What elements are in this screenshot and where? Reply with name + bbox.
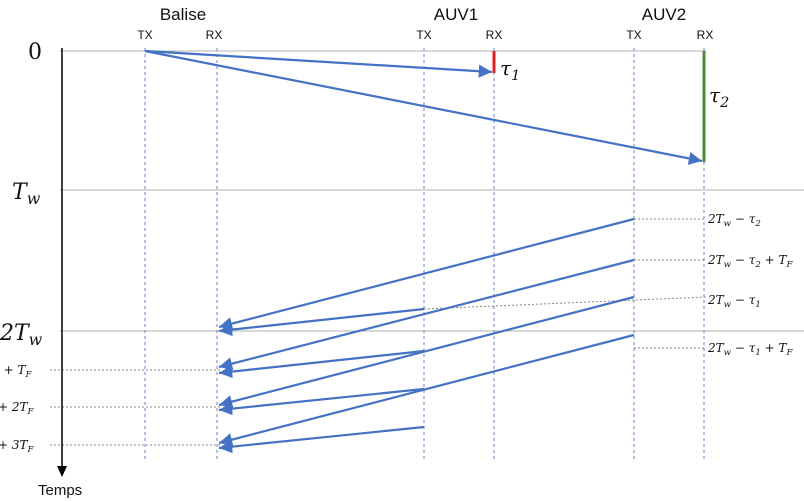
right-label-r3: 2Tw − τ1 — [707, 293, 761, 310]
col-label-auv2-tx: TX — [626, 28, 641, 42]
time-label-2tw: 2Tw — [0, 321, 43, 349]
time-label-tw: Tw — [12, 180, 41, 208]
signal-arrows — [144, 49, 703, 454]
ref-line-r3 — [423, 296, 707, 310]
lanes — [144, 48, 705, 460]
arrow-auv2-reply-4 — [218, 333, 635, 447]
time-label-2tw-3tf: + 3TF — [0, 438, 35, 455]
arrow-balise-to-auv2 — [144, 49, 703, 165]
time-axis-arrowhead — [57, 466, 67, 477]
col-label-auv2-rx: RX — [697, 28, 714, 42]
arrow-auv2-reply-3 — [218, 295, 635, 409]
col-label-balise-tx: TX — [137, 28, 152, 42]
tau2-label: τ2 — [709, 83, 729, 111]
time-label-2tw-2tf: + 2TF — [0, 400, 35, 417]
tau1-label: τ1 — [500, 56, 520, 84]
arrow-auv1-reply-2 — [218, 349, 425, 379]
right-label-r4: 2Tw − τ1 + TF — [707, 341, 794, 358]
time-axis-title: Temps — [38, 482, 82, 499]
time-label-2tw-tf: , + TF — [0, 363, 33, 380]
arrow-auv1-reply-3 — [218, 387, 425, 416]
col-label-auv1-tx: TX — [416, 28, 431, 42]
node-title-auv1: AUV1 — [434, 5, 478, 24]
right-label-r1: 2Tw − τ2 — [707, 212, 761, 229]
arrow-auv2-reply-1 — [218, 217, 635, 331]
arrow-auv1-reply-1 — [218, 307, 425, 337]
right-label-r2: 2Tw − τ2 + TF — [707, 253, 794, 270]
time-label-zero: 0 — [28, 40, 42, 65]
arrow-auv1-reply-4 — [218, 425, 425, 454]
arrow-balise-to-auv1 — [144, 49, 493, 78]
col-label-balise-rx: RX — [206, 28, 223, 42]
node-title-balise: Balise — [160, 5, 206, 24]
arrow-auv2-reply-2 — [218, 258, 635, 371]
node-title-auv2: AUV2 — [642, 5, 686, 24]
col-label-auv1-rx: RX — [486, 28, 503, 42]
